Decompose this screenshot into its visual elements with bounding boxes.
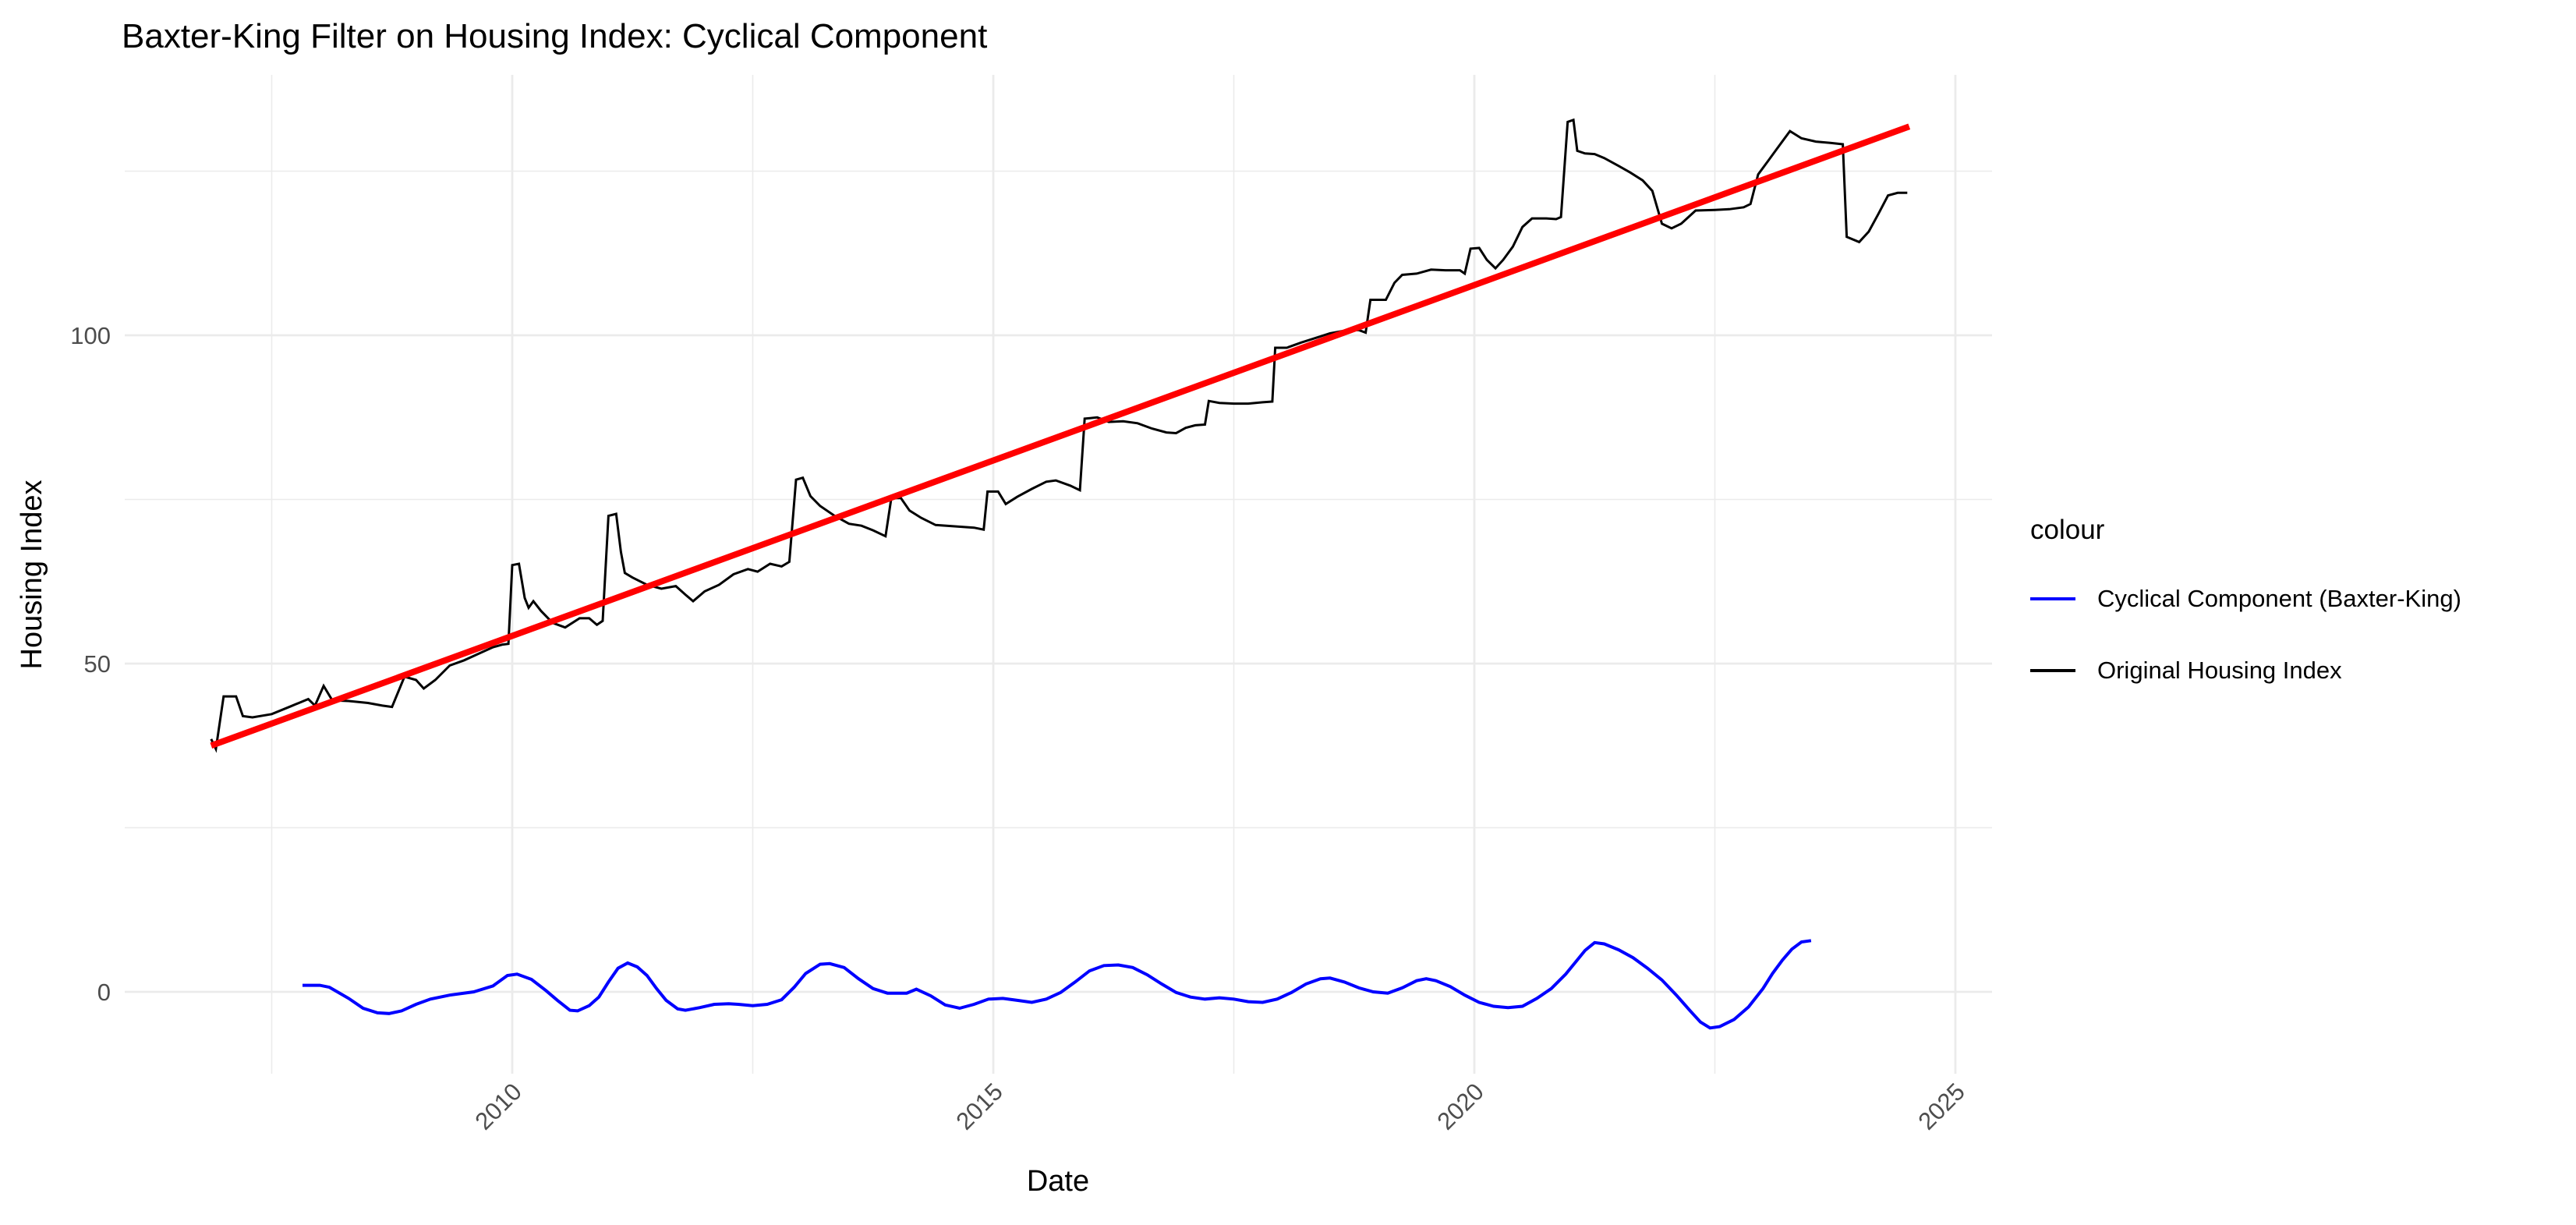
cyclical-line-key-icon bbox=[2030, 597, 2075, 600]
chart-title: Baxter-King Filter on Housing Index: Cyc… bbox=[122, 17, 988, 55]
x-tick-label: 2025 bbox=[1913, 1078, 1970, 1135]
x-axis-title: Date bbox=[1026, 1165, 1090, 1198]
y-tick-label: 0 bbox=[97, 979, 111, 1006]
x-tick-label: 2015 bbox=[950, 1078, 1008, 1135]
series-original-housing-index bbox=[210, 118, 1908, 753]
series-linear-trend bbox=[210, 123, 1911, 749]
legend-item-original: Original Housing Index bbox=[2030, 657, 2576, 685]
x-tick-label: 2020 bbox=[1431, 1078, 1489, 1135]
original-line-key-icon bbox=[2030, 669, 2075, 672]
legend-item-cyclical: Cyclical Component (Baxter-King) bbox=[2030, 585, 2576, 613]
y-axis-title: Housing Index bbox=[16, 480, 48, 670]
legend-label: Cyclical Component (Baxter-King) bbox=[2097, 585, 2461, 612]
legend: colour Cyclical Component (Baxter-King) … bbox=[2030, 515, 2576, 728]
series-cyclical-component bbox=[303, 939, 1812, 1030]
legend-label: Original Housing Index bbox=[2097, 657, 2342, 684]
x-tick-label: 2010 bbox=[469, 1078, 527, 1135]
y-tick-label: 100 bbox=[70, 322, 111, 349]
legend-title: colour bbox=[2030, 515, 2105, 545]
y-tick-label: 50 bbox=[84, 650, 111, 678]
